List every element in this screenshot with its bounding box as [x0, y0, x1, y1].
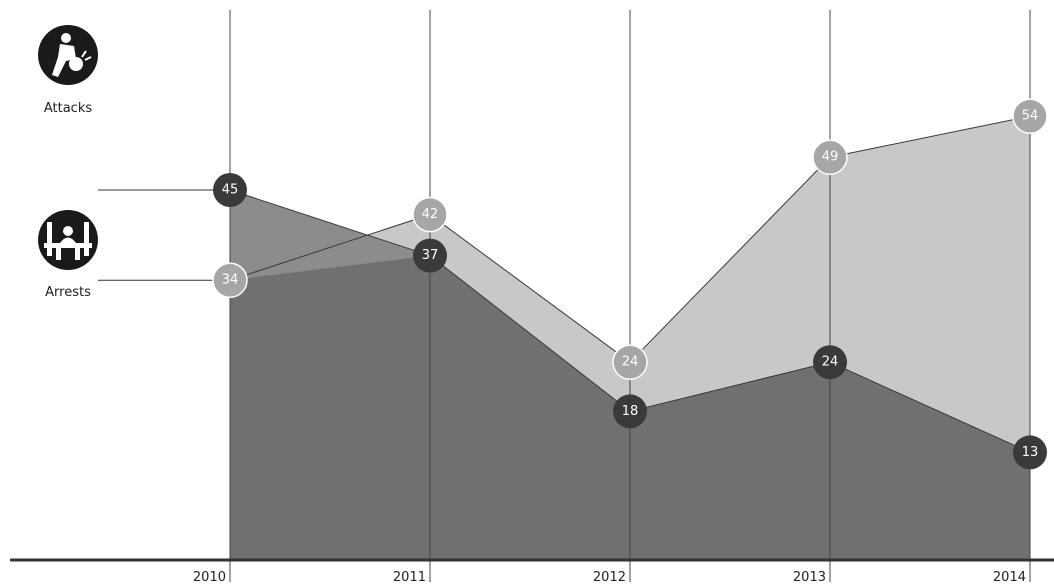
arrests-marker — [812, 139, 848, 175]
arrests-point-2014: 54 — [1012, 98, 1048, 134]
bomber-icon — [38, 25, 98, 85]
attacks-marker — [1013, 435, 1047, 470]
attacks-value-label: 13 — [1022, 445, 1039, 460]
attacks-point-2011: 37 — [413, 238, 447, 273]
x-tick-label-2011: 2011 — [393, 570, 426, 585]
attacks-value-label: 18 — [622, 404, 639, 419]
arrests-marker — [212, 262, 248, 298]
attacks-point-2013: 24 — [813, 345, 847, 380]
axis-layer: 2010 2011 2012 2013 2014 — [10, 558, 1054, 585]
legend-label: Attacks — [44, 101, 93, 116]
attacks-point-2014: 13 — [1013, 435, 1047, 470]
attacks-value-label: 37 — [422, 248, 439, 263]
arrests-marker — [612, 344, 648, 380]
attacks-marker — [413, 238, 447, 273]
arrests-point-2011: 42 — [412, 196, 448, 233]
arrests-marker — [412, 196, 448, 233]
arrests-value-label: 49 — [822, 150, 839, 165]
marker-layer: 34 42 24 49 54 45 37 18 24 13 — [212, 98, 1048, 470]
arrests-point-2013: 49 — [812, 139, 848, 175]
x-tick-label-2010: 2010 — [193, 570, 226, 585]
legend-label: Arrests — [45, 285, 91, 300]
arrests-value-label: 42 — [422, 207, 439, 222]
x-tick-label-2012: 2012 — [593, 570, 626, 585]
arrests-point-2010: 34 — [212, 262, 248, 298]
x-tick-label-2013: 2013 — [793, 570, 826, 585]
attacks-marker — [613, 394, 647, 429]
arrests-value-label: 34 — [222, 273, 239, 288]
attacks-point-2012: 18 — [613, 394, 647, 429]
arrests-point-2012: 24 — [612, 344, 648, 380]
legend-item-arrests: Arrests — [38, 210, 230, 300]
prisoner-icon — [38, 210, 98, 270]
x-tick-label-2014: 2014 — [993, 570, 1026, 585]
legend-layer: Attacks Arrests — [38, 25, 230, 300]
legend-item-attacks: Attacks — [38, 25, 230, 191]
attacks-marker — [813, 345, 847, 380]
arrests-marker — [1012, 98, 1048, 134]
attacks-point-2010: 45 — [213, 173, 247, 207]
attacks-value-label: 45 — [222, 183, 239, 198]
attacks-marker — [213, 173, 247, 207]
arrests-value-label: 24 — [622, 355, 639, 370]
attacks-value-label: 24 — [822, 355, 839, 370]
arrests-value-label: 54 — [1022, 109, 1039, 124]
